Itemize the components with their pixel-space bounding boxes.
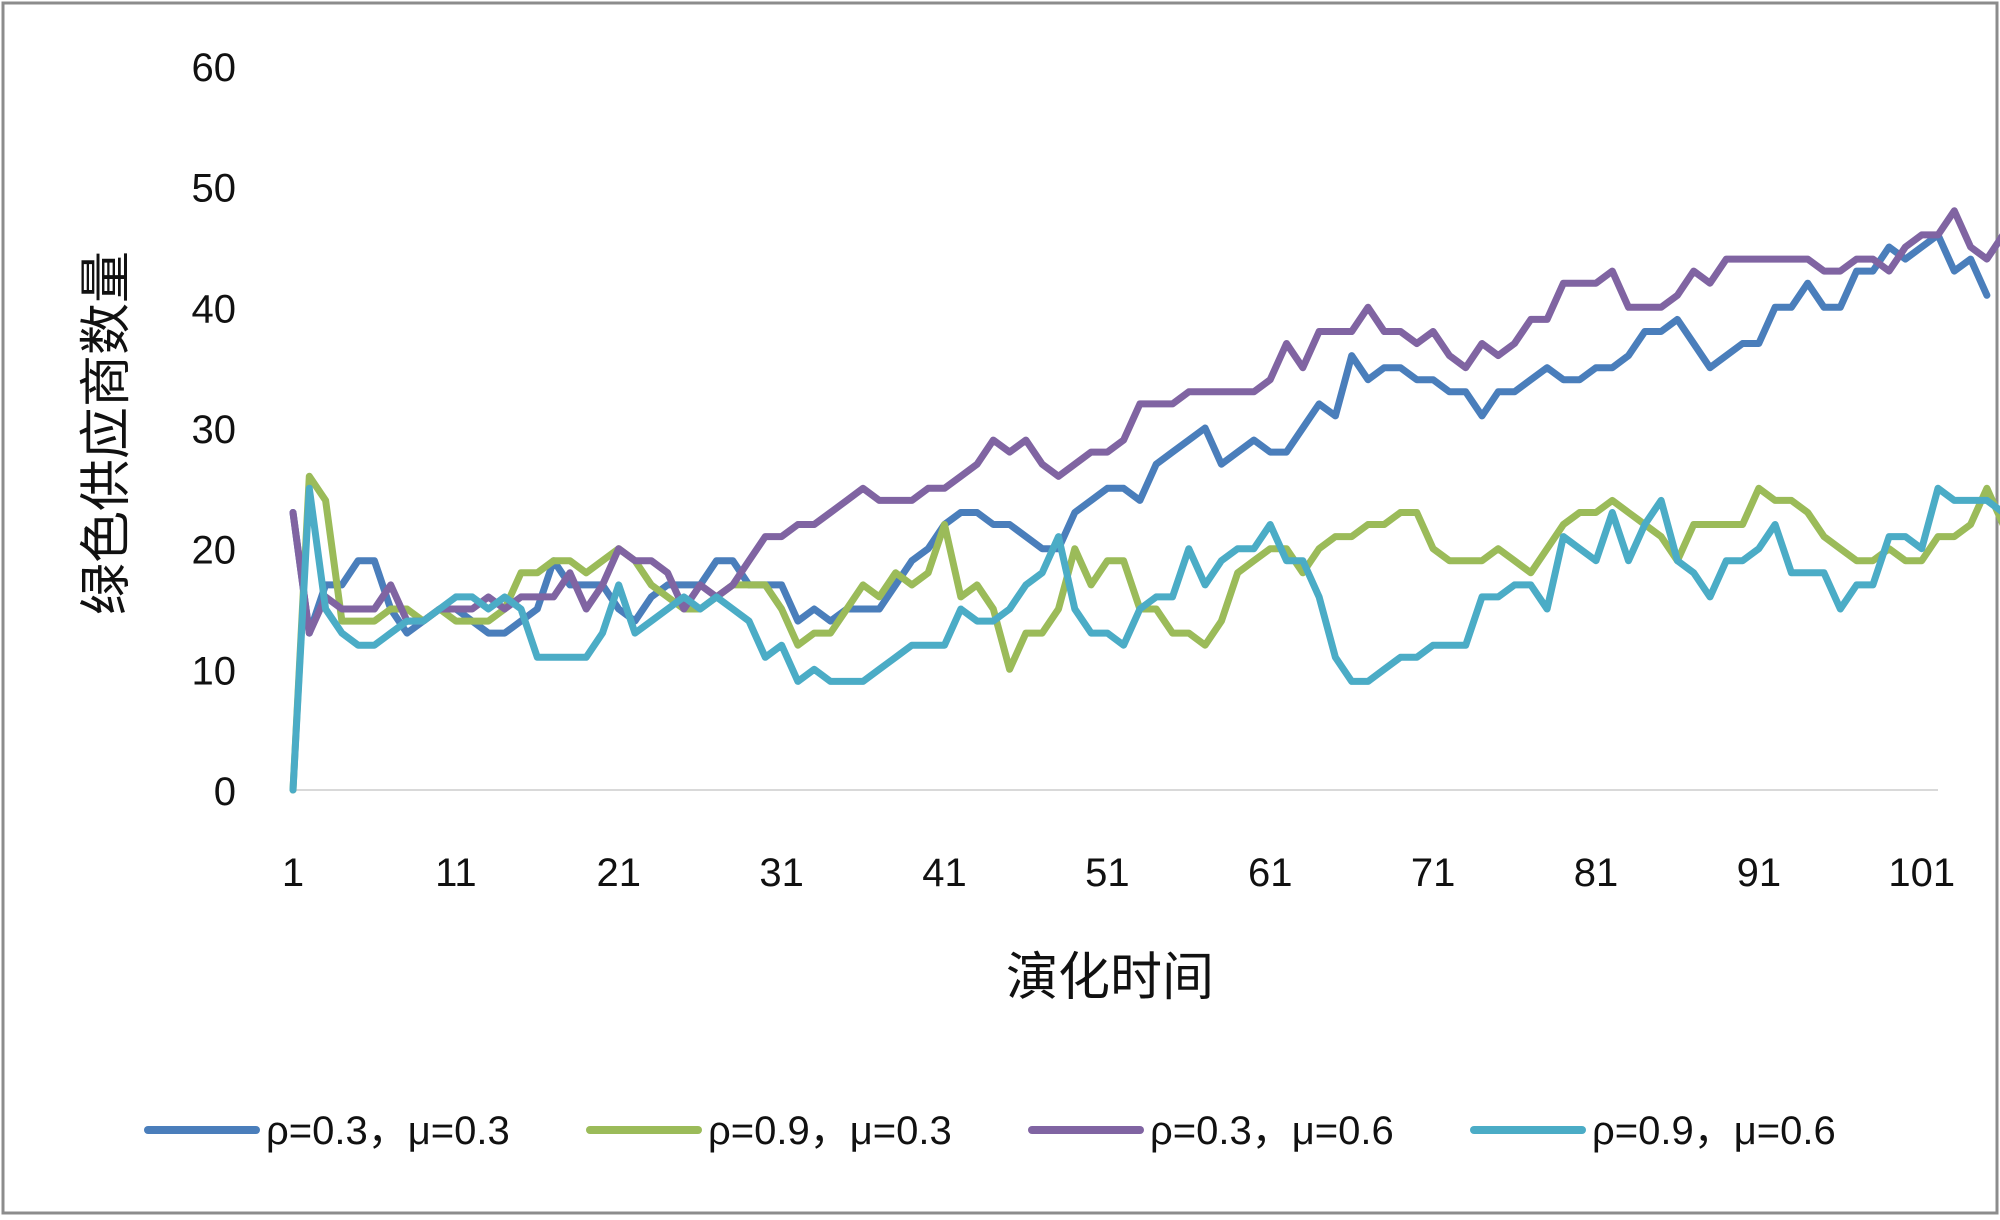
- x-tick-label: 91: [1737, 851, 1782, 895]
- x-tick-label: 61: [1248, 851, 1293, 895]
- y-tick-label: 0: [214, 770, 236, 814]
- y-axis-label: 绿色供应商数量: [78, 251, 136, 615]
- y-tick-label: 10: [192, 649, 237, 693]
- x-tick-label: 81: [1574, 851, 1619, 895]
- x-tick-label: 21: [596, 851, 641, 895]
- y-tick-label: 60: [192, 46, 237, 90]
- y-tick-label: 20: [192, 529, 237, 573]
- y-tick-label: 50: [192, 167, 237, 211]
- x-axis-label: 演化时间: [1006, 949, 1214, 1007]
- series-line: [289, 207, 2000, 637]
- legend-label: ρ=0.9，μ=0.3: [708, 1109, 952, 1153]
- series-line: [289, 472, 2000, 794]
- legend: ρ=0.3，μ=0.3 ρ=0.9，μ=0.3 ρ=0.3，μ=0.6 ρ=0.9，μ…: [144, 1109, 1836, 1153]
- series-lines: [289, 207, 2000, 794]
- series-line: [289, 484, 2000, 794]
- x-tick-label: 71: [1411, 851, 1456, 895]
- legend-label: ρ=0.3，μ=0.6: [1150, 1109, 1394, 1153]
- x-tick-label: 1: [282, 851, 304, 895]
- y-axis-ticks: 0 10 20 30 40 50 60: [192, 46, 237, 814]
- legend-label: ρ=0.9，μ=0.6: [1592, 1109, 1836, 1153]
- x-tick-label: 31: [759, 851, 804, 895]
- legend-label: ρ=0.3，μ=0.3: [266, 1109, 510, 1153]
- x-tick-label: 41: [922, 851, 967, 895]
- x-axis-ticks: 1 11 21 31 41 51 61 71 81 91 101: [282, 851, 1955, 895]
- x-tick-label: 101: [1888, 851, 1955, 895]
- x-tick-label: 11: [435, 851, 477, 895]
- y-tick-label: 30: [192, 408, 237, 452]
- x-tick-label: 51: [1085, 851, 1130, 895]
- y-tick-label: 40: [192, 287, 237, 331]
